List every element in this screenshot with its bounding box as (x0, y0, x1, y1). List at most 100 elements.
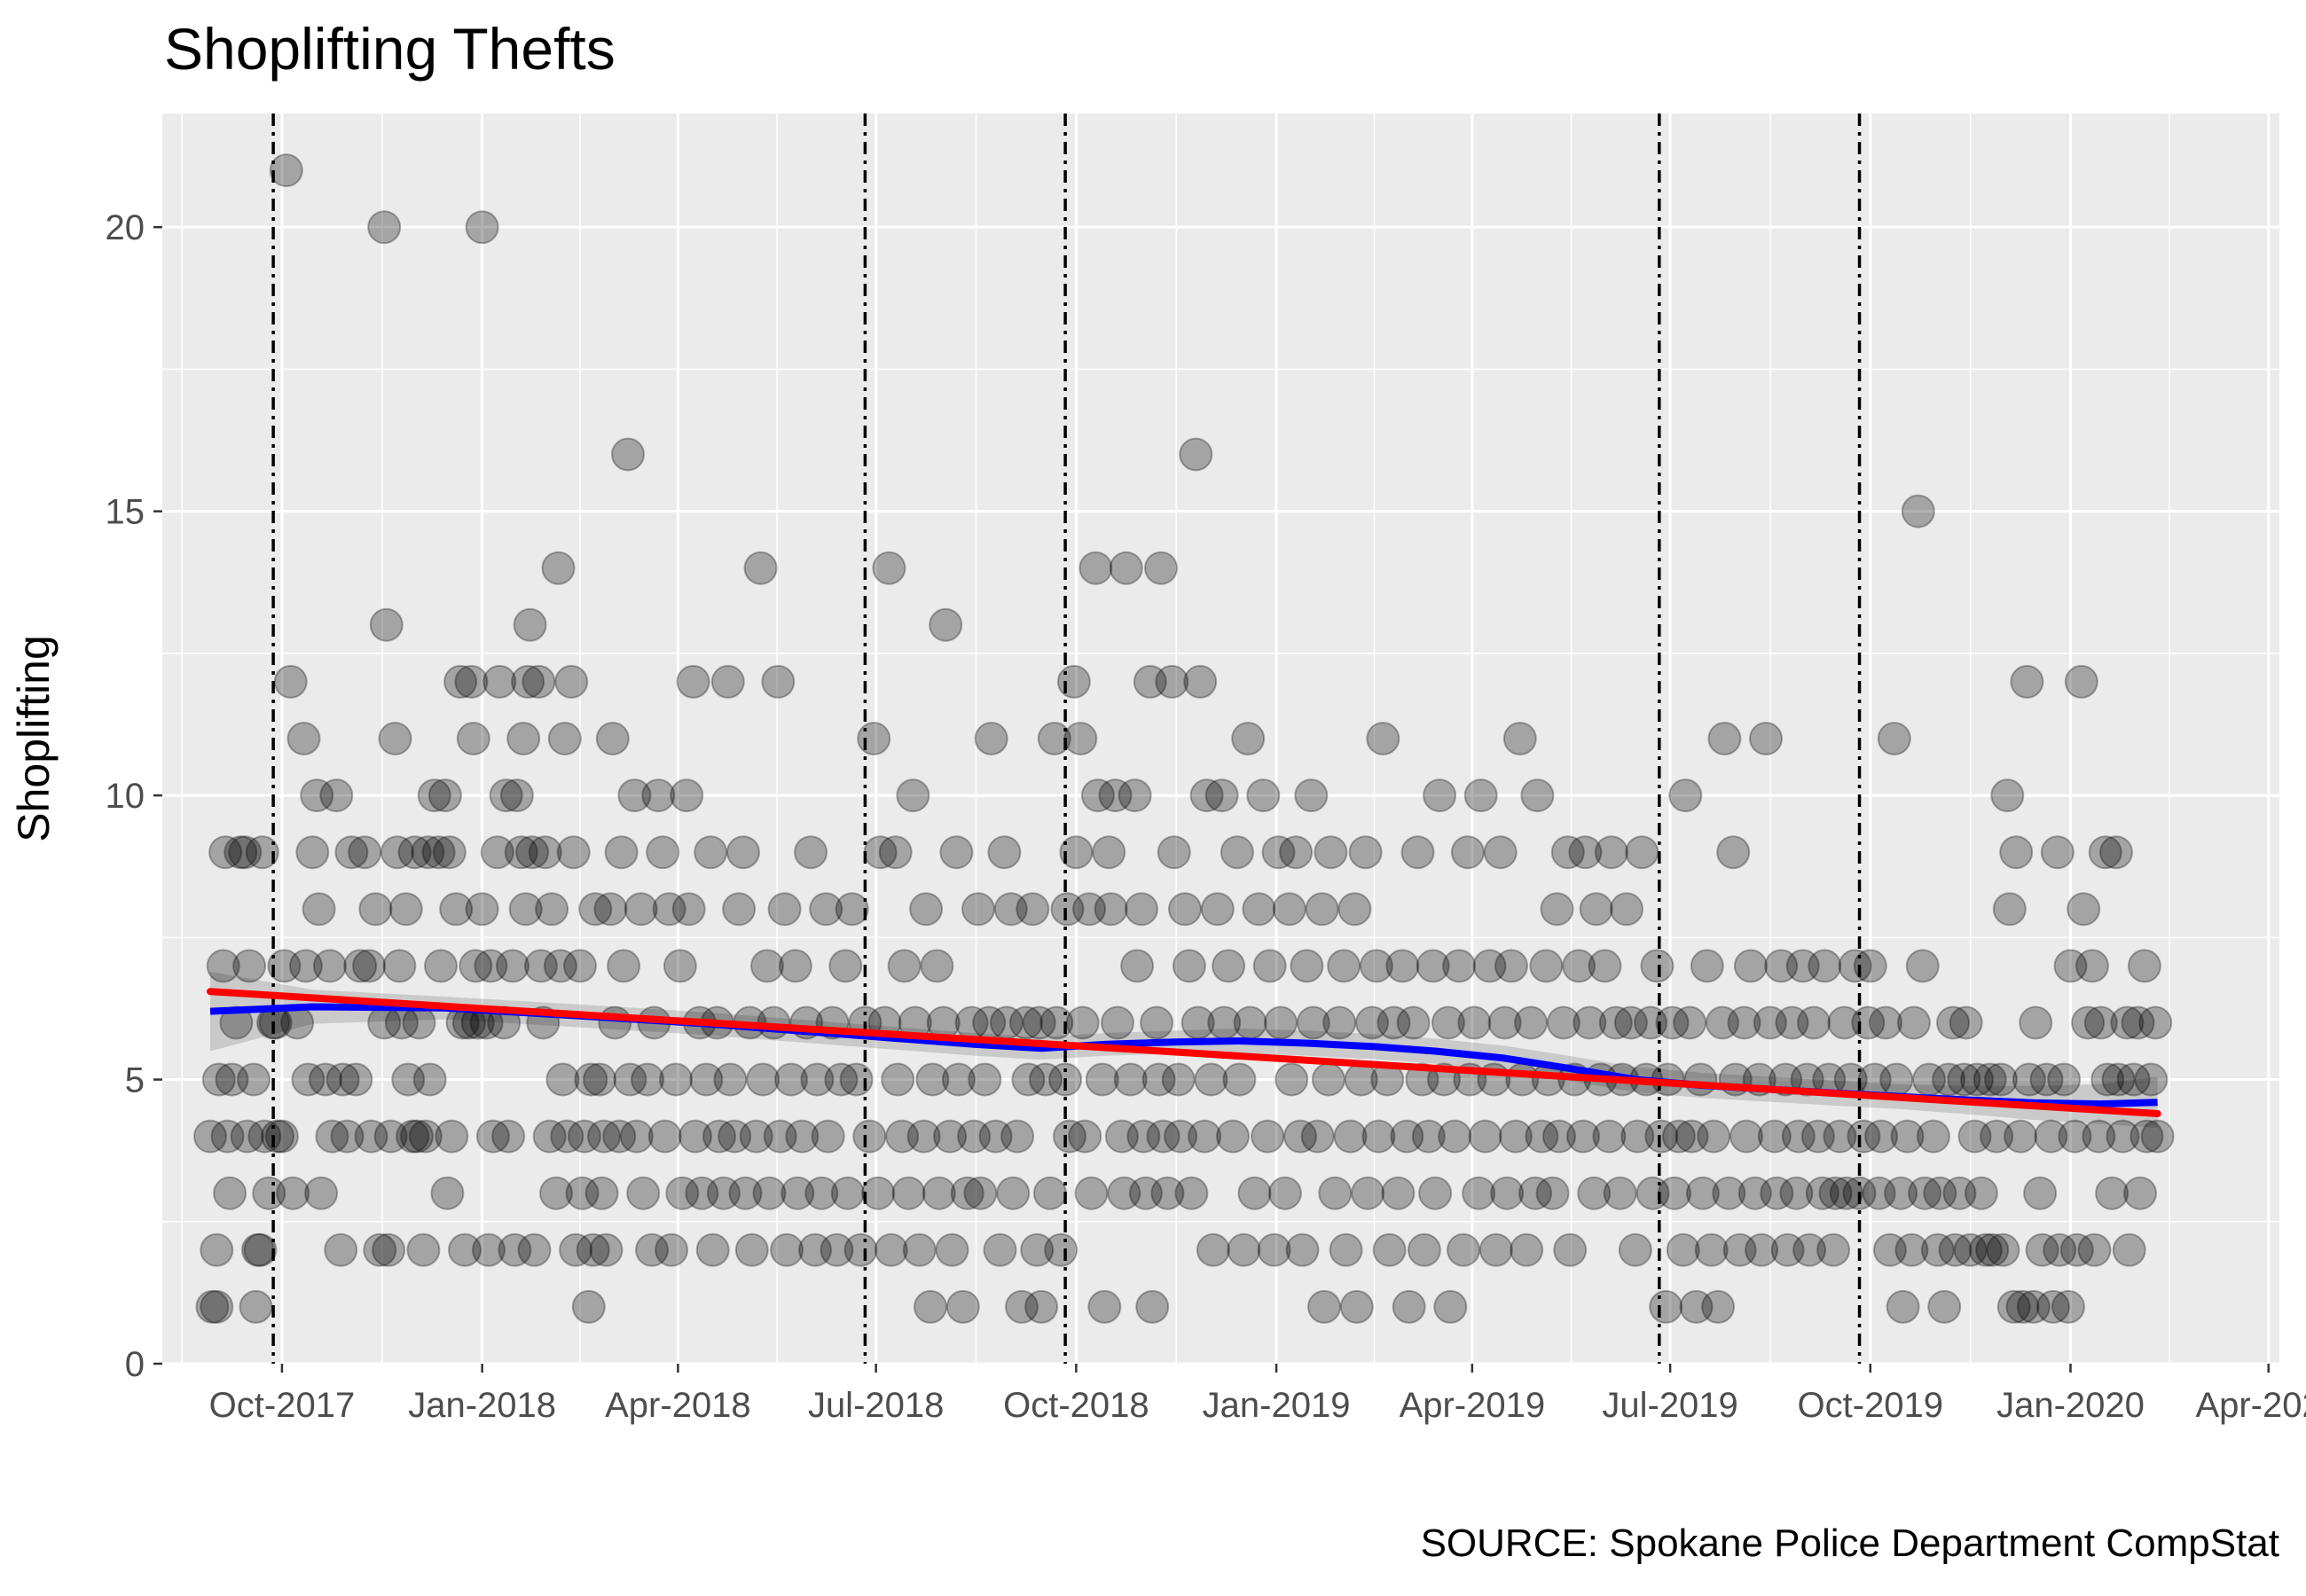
data-point (1896, 1005, 1931, 1040)
data-point (1053, 1119, 1086, 1154)
data-point (743, 551, 778, 585)
data-point (1400, 835, 1435, 870)
data-point (1279, 835, 1314, 870)
data-point (2095, 1176, 2130, 1210)
data-point (896, 778, 930, 813)
data-point (885, 1119, 920, 1154)
data-point (1716, 835, 1751, 870)
data-point (2123, 1176, 2157, 1210)
data-point (1146, 1119, 1180, 1154)
data-point (778, 949, 812, 983)
data-point (2051, 1289, 2085, 1324)
data-point (567, 1119, 601, 1154)
data-point (689, 1062, 724, 1097)
data-point (878, 835, 913, 870)
data-point (1514, 1005, 1549, 1040)
data-point (1125, 892, 1158, 927)
y-tick-label: 15 (106, 493, 145, 532)
data-point (1800, 1119, 1835, 1154)
data-point (1953, 1232, 1988, 1267)
data-point (472, 1232, 506, 1267)
data-point (578, 892, 613, 927)
data-point (857, 722, 891, 755)
data-point (230, 1119, 264, 1154)
data-point (1179, 437, 1213, 472)
data-point (933, 1119, 968, 1154)
data-point (722, 892, 757, 927)
data-point (1220, 835, 1254, 870)
data-point (1620, 1119, 1655, 1154)
data-point (1133, 664, 1167, 699)
data-point (646, 835, 680, 870)
data-point (1712, 1176, 1746, 1210)
data-point (547, 722, 582, 755)
data-point (343, 949, 378, 983)
data-point (1518, 1176, 1552, 1210)
data-point (1264, 1005, 1298, 1040)
data-point (1000, 1119, 1035, 1154)
data-point (1231, 722, 1266, 755)
data-point (1808, 949, 1842, 983)
data-point (1957, 1119, 1992, 1154)
data-point (1418, 1176, 1453, 1210)
data-point (676, 664, 710, 699)
data-point (1155, 664, 1189, 699)
data-point (430, 1176, 465, 1210)
data-point (1594, 835, 1628, 870)
data-point (1886, 1289, 1920, 1324)
data-point (267, 949, 302, 983)
data-point (391, 1062, 426, 1097)
data-point (1189, 778, 1224, 813)
data-point (811, 1119, 845, 1154)
data-point (295, 835, 330, 870)
x-tick-label: Apr-2020 (2195, 1386, 2306, 1425)
data-point (565, 1176, 600, 1210)
data-point (559, 1232, 593, 1267)
data-point (993, 892, 1028, 927)
data-point (1618, 1232, 1652, 1267)
trend-lines-layer (207, 988, 2161, 1117)
data-point (1947, 1062, 1981, 1097)
data-point (378, 722, 412, 755)
data-point (761, 664, 796, 699)
minor-gridlines (162, 113, 2279, 1364)
data-point (532, 1119, 567, 1154)
data-point (939, 835, 974, 870)
data-point (243, 1232, 278, 1267)
data-point (1996, 1289, 2031, 1324)
data-point (1216, 1119, 1250, 1154)
data-point (411, 835, 445, 870)
data-point (1005, 1289, 1039, 1324)
data-point (1074, 1176, 1109, 1210)
data-point (1377, 1005, 1411, 1040)
data-point (2075, 949, 2109, 983)
data-point (1450, 835, 1485, 870)
data-point (1781, 1119, 1816, 1154)
y-axis: 0 5 10 15 20 (106, 208, 162, 1384)
data-point (522, 664, 556, 699)
data-point (804, 1176, 839, 1210)
data-point (508, 892, 543, 927)
data-point (1059, 835, 1094, 870)
data-point (432, 835, 467, 870)
data-point (496, 949, 529, 983)
data-point (1890, 1119, 1925, 1154)
data-point (208, 835, 243, 870)
data-point (1938, 1232, 1973, 1267)
data-point (213, 1176, 247, 1210)
data-point (881, 1062, 915, 1097)
data-point (195, 1289, 230, 1324)
data-point (929, 607, 963, 642)
data-point (506, 722, 541, 755)
data-point (1722, 1232, 1757, 1267)
data-point (770, 1232, 804, 1267)
data-point (367, 210, 402, 245)
data-point (1056, 664, 1091, 699)
data-point (513, 607, 547, 642)
x-tick-label: Oct-2019 (1798, 1386, 1944, 1425)
data-point (315, 1119, 349, 1154)
linear-trend-line (207, 988, 2161, 1117)
data-point (1329, 1232, 1363, 1267)
data-point (1311, 1062, 1345, 1097)
data-point (397, 835, 432, 870)
